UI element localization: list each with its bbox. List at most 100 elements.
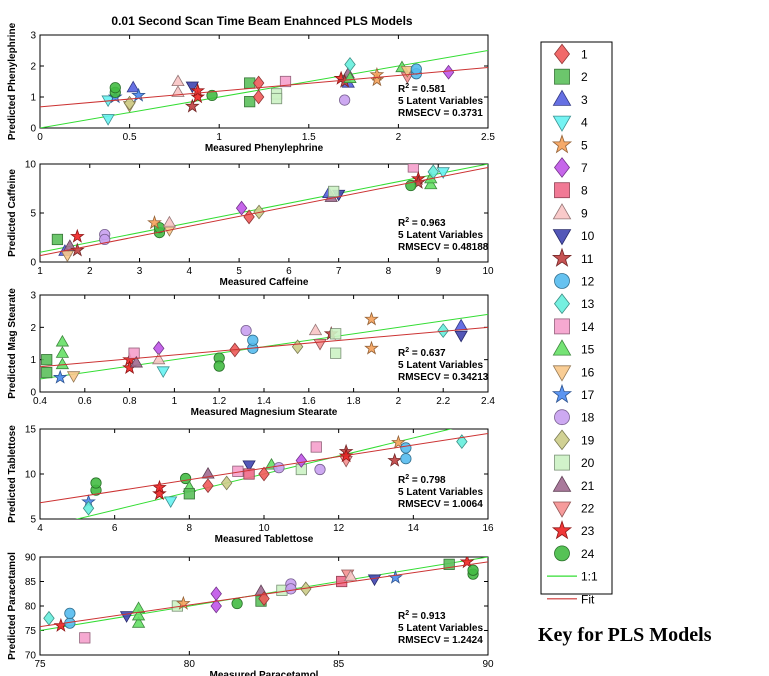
- x-tick-label: 1.8: [347, 396, 361, 407]
- data-point-sample-14: [408, 162, 418, 172]
- data-point-sample-18: [286, 584, 296, 594]
- x-tick-label: 2.5: [481, 132, 495, 143]
- y-axis-label: Predicted Caffeine: [7, 169, 18, 257]
- data-point-sample-24: [110, 83, 120, 93]
- x-tick-label: 75: [34, 659, 46, 670]
- data-point-sample-20: [330, 348, 340, 358]
- y-tick-label: 70: [25, 651, 37, 662]
- legend-label: 22: [581, 502, 595, 516]
- data-point-sample-14: [129, 348, 139, 358]
- r2-annotation: R2 = 0.913: [398, 610, 446, 622]
- x-tick-label: 2: [87, 266, 93, 277]
- y-tick-label: 75: [25, 626, 37, 637]
- y-tick-label: 10: [25, 160, 37, 171]
- data-point-sample-2: [52, 234, 62, 244]
- rmsecv-annotation: RMSECV = 1.0064: [398, 499, 483, 510]
- legend-label: 12: [581, 275, 595, 289]
- x-tick-label: 0: [37, 132, 43, 143]
- data-point-sample-18: [315, 464, 325, 474]
- data-point-sample-14: [80, 633, 90, 643]
- y-tick-label: 1: [30, 355, 36, 366]
- legend-label: 11: [581, 252, 594, 266]
- legend-marker-24: [555, 546, 570, 561]
- x-tick-label: 9: [435, 266, 441, 277]
- x-axis-label: Measured Caffeine: [220, 277, 309, 288]
- data-point-sample-2: [184, 489, 194, 499]
- x-tick-label: 0.8: [123, 396, 137, 407]
- legend-label: 8: [581, 184, 588, 198]
- x-tick-label: 85: [333, 659, 345, 670]
- legend-label: 7: [581, 161, 588, 175]
- data-point-sample-18: [274, 463, 284, 473]
- data-point-sample-24: [468, 565, 478, 575]
- y-tick-label: 5: [30, 515, 36, 526]
- data-point-sample-20: [328, 186, 338, 196]
- x-tick-label: 1.2: [212, 396, 226, 407]
- x-tick-label: 2: [396, 132, 402, 143]
- data-point-sample-24: [91, 478, 101, 488]
- x-tick-label: 10: [482, 266, 494, 277]
- legend-label: 19: [581, 433, 595, 447]
- x-axis-label: Measured Magnesium Stearate: [191, 407, 338, 418]
- x-tick-label: 0.6: [78, 396, 92, 407]
- r2-annotation: R2 = 0.637: [398, 347, 446, 359]
- latent-variables-annotation: 5 Latent Variables: [398, 623, 483, 634]
- x-tick-label: 2.4: [481, 396, 495, 407]
- legend-label: 14: [581, 320, 595, 334]
- data-point-sample-2: [42, 367, 52, 377]
- rmsecv-annotation: RMSECV = 1.2424: [398, 635, 483, 646]
- x-tick-label: 80: [184, 659, 196, 670]
- y-tick-label: 3: [30, 31, 36, 42]
- legend-marker-18: [555, 410, 570, 425]
- latent-variables-annotation: 5 Latent Variables: [398, 96, 483, 107]
- latent-variables-annotation: 5 Latent Variables: [398, 360, 483, 371]
- data-point-sample-12: [248, 335, 258, 345]
- panel-3: 0.4 0.6 0.8 1 1.2 1.4 1.6 1.8 2 2.2 2.4 0 1 2 3 Measure…: [7, 288, 495, 418]
- legend-marker-8: [555, 183, 570, 198]
- x-tick-label: 7: [336, 266, 342, 277]
- legend-label: 13: [581, 297, 595, 311]
- x-axis-label: Measured Tablettose: [215, 534, 314, 545]
- x-tick-label: 1: [37, 266, 43, 277]
- rmsecv-annotation: RMSECV = 0.48188: [398, 242, 489, 253]
- legend-label: 3: [581, 93, 588, 107]
- panel-1: 0 0.5 1 1.5 2 2.5 0 1 2 3 Measured Phenylephrine Pr…: [7, 22, 495, 154]
- legend-label: 20: [581, 456, 595, 470]
- y-axis-label: Predicted Mag Stearate: [7, 288, 18, 399]
- legend-label: Fit: [581, 592, 595, 606]
- data-point-sample-24: [232, 598, 242, 608]
- legend-label: 1:1: [581, 570, 598, 584]
- y-tick-label: 5: [30, 209, 36, 220]
- panel-4: 4 6 8 10 12 14 1651015Measured TablettosePredi…: [7, 420, 494, 545]
- legend-label: 9: [581, 206, 588, 220]
- x-tick-label: 12: [333, 523, 345, 534]
- y-tick-label: 90: [25, 553, 37, 564]
- legend-marker-12: [555, 274, 570, 289]
- x-tick-label: 8: [386, 266, 392, 277]
- figure-title: 0.01 Second Scan Time Beam Enahnced PLS …: [111, 14, 413, 28]
- x-tick-label: 4: [37, 523, 43, 534]
- data-point-sample-12: [401, 443, 411, 453]
- x-tick-label: 14: [408, 523, 420, 534]
- x-axis-label: Measured Phenylephrine: [205, 143, 324, 154]
- data-point-sample-12: [401, 454, 411, 464]
- y-tick-label: 80: [25, 602, 37, 613]
- x-tick-label: 2.2: [436, 396, 450, 407]
- legend-marker-2: [555, 69, 570, 84]
- data-point-sample-2: [42, 354, 52, 364]
- y-tick-label: 2: [30, 62, 36, 73]
- y-tick-label: 85: [25, 577, 37, 588]
- legend-label: 4: [581, 116, 588, 130]
- panel-2: 1 2 3 4 5 6 7 8 9 100510Measured CaffeinePredicte…: [7, 160, 494, 289]
- r2-annotation: R2 = 0.798: [398, 474, 446, 486]
- data-point-sample-18: [339, 95, 349, 105]
- x-tick-label: 0.5: [123, 132, 137, 143]
- x-tick-label: 2: [396, 396, 402, 407]
- x-tick-label: 1.6: [302, 396, 316, 407]
- data-point-sample-20: [330, 329, 340, 339]
- y-tick-label: 15: [25, 425, 37, 436]
- data-point-sample-12: [65, 608, 75, 618]
